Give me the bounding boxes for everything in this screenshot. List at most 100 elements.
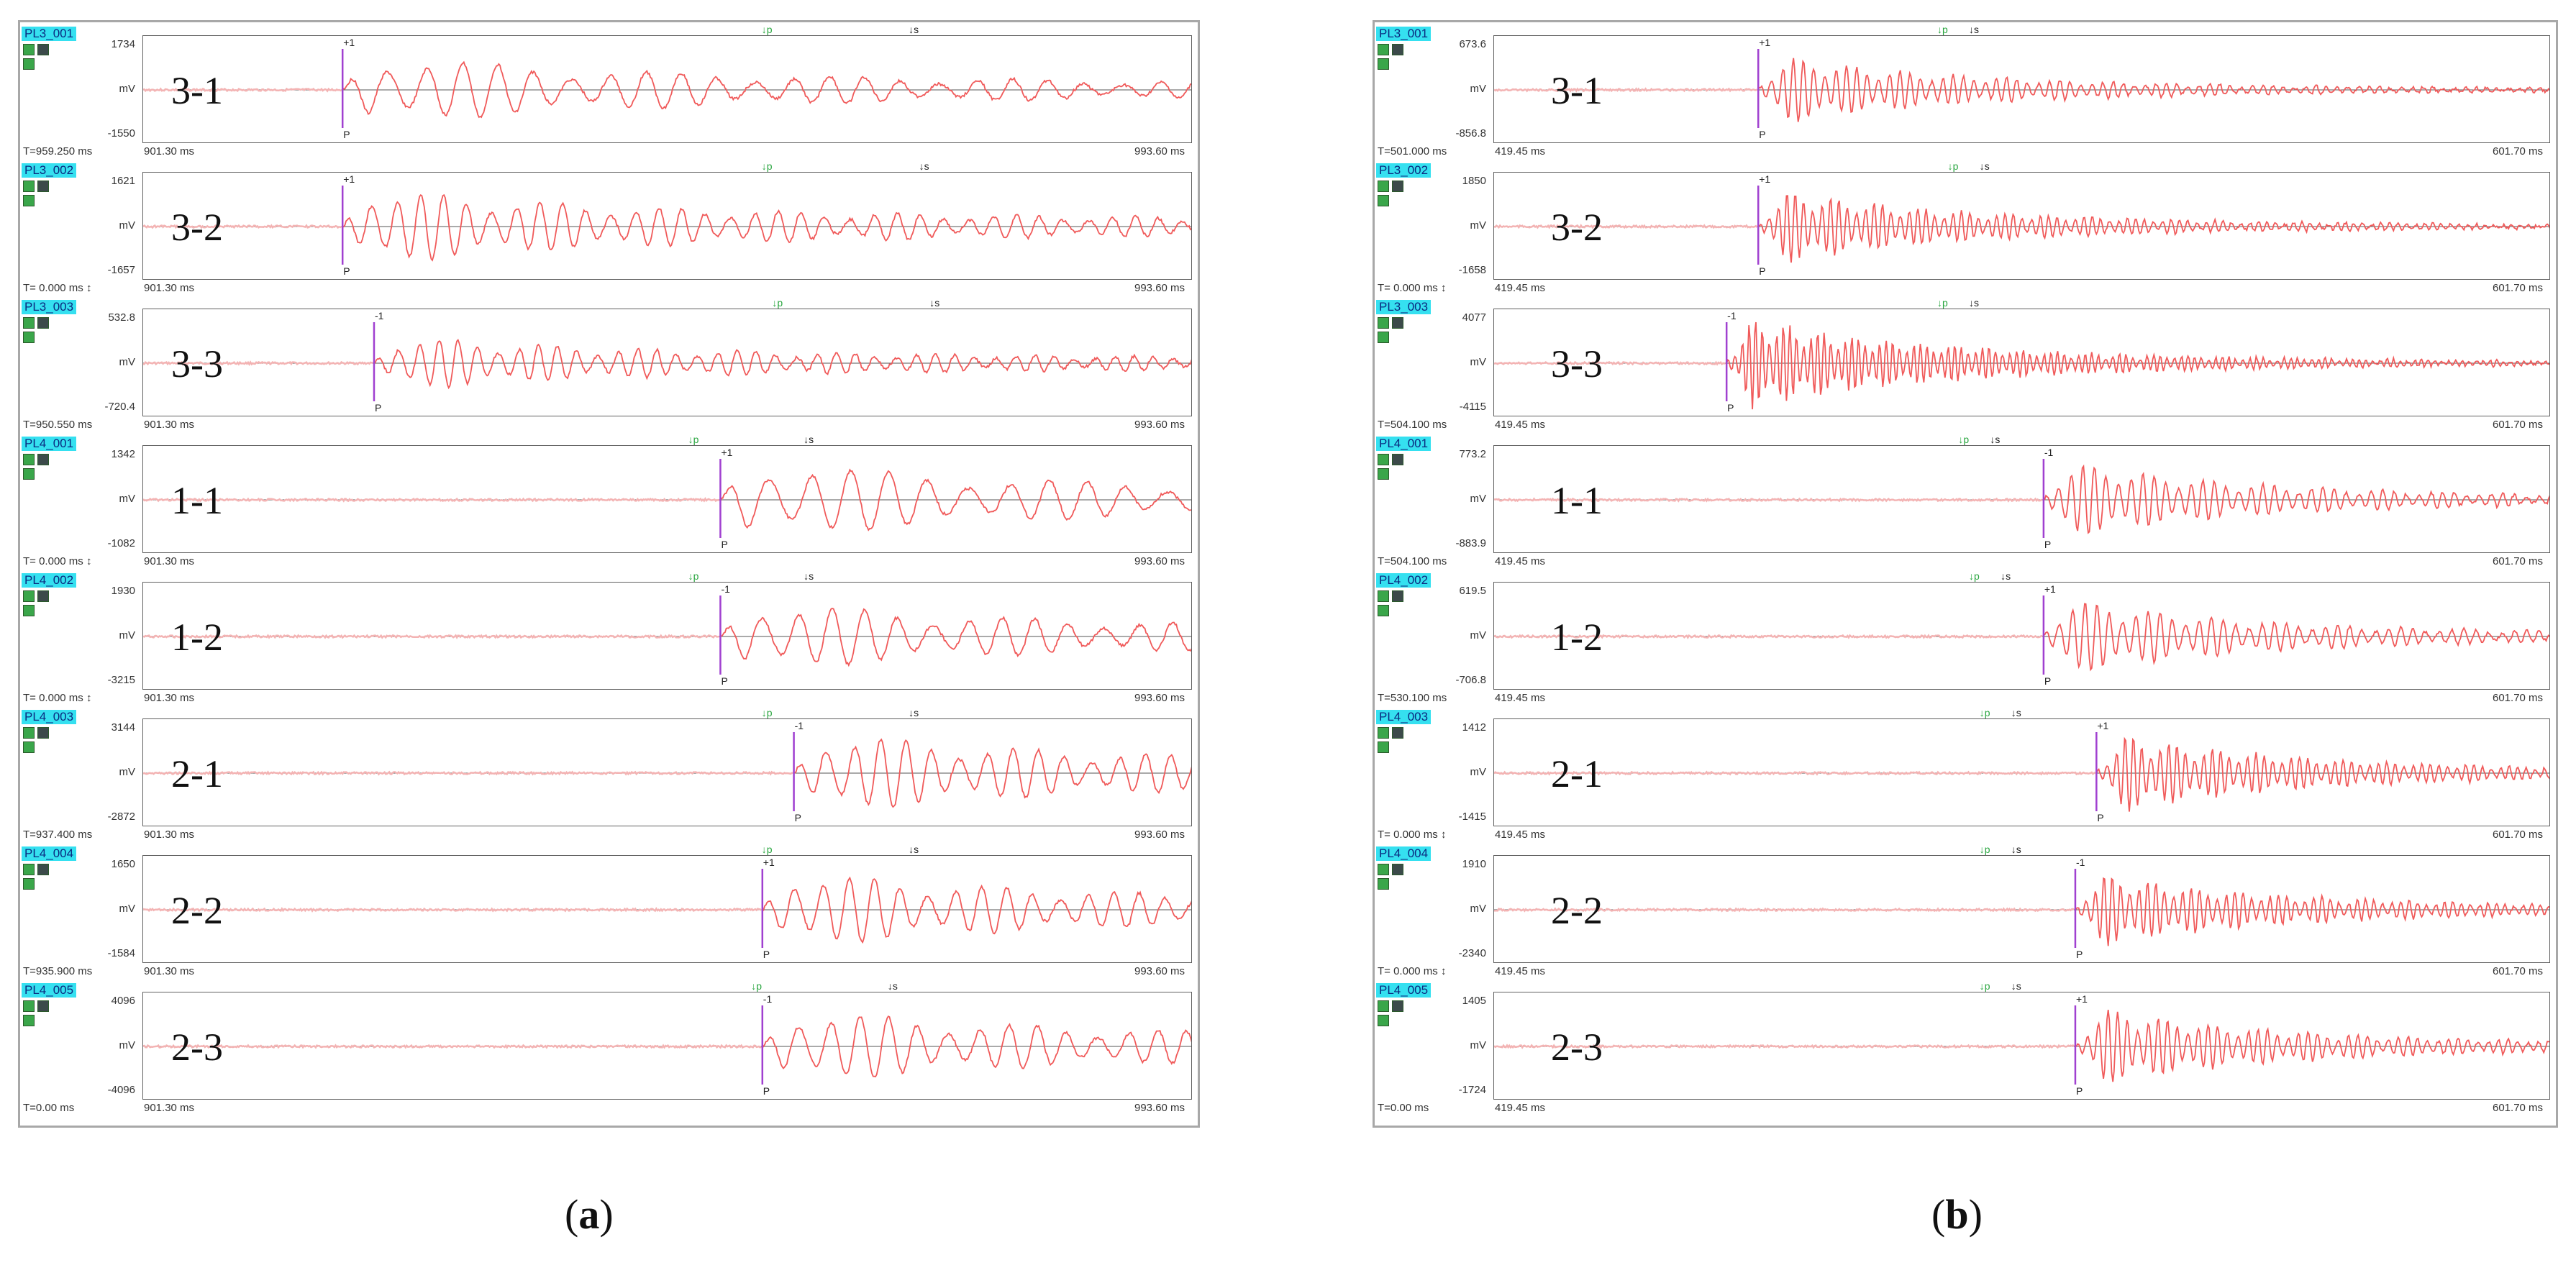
channel-id-tag[interactable]: PL4_003 [1376,710,1432,724]
channel-filter-icon[interactable] [1378,195,1389,206]
s-arrival-arrow[interactable]: ↓s [1969,24,1980,35]
channel-filter-icon[interactable] [23,605,35,616]
channel-id-tag[interactable]: PL3_003 [1376,300,1432,314]
channel-filter-icon[interactable] [23,332,35,343]
s-arrival-arrow[interactable]: ↓s [2011,844,2021,855]
channel-id-tag[interactable]: PL4_004 [1376,846,1432,861]
p-arrival-arrow[interactable]: ↓p [761,844,773,855]
p-arrival-arrow[interactable]: ↓p [1969,570,1980,582]
channel-settings-icon[interactable] [1378,727,1389,739]
s-arrival-arrow[interactable]: ↓s [909,844,919,855]
waveform-plot[interactable] [142,309,1192,416]
channel-scale-icon[interactable] [37,454,49,465]
s-arrival-arrow[interactable]: ↓s [909,24,919,35]
channel-filter-icon[interactable] [1378,741,1389,753]
channel-settings-icon[interactable] [1378,44,1389,55]
channel-settings-icon[interactable] [23,1000,35,1012]
s-arrival-arrow[interactable]: ↓s [2001,570,2011,582]
channel-settings-icon[interactable] [1378,181,1389,192]
channel-filter-icon[interactable] [1378,1015,1389,1026]
waveform-plot[interactable] [142,992,1192,1100]
s-arrival-arrow[interactable]: ↓s [1969,297,1980,309]
s-arrival-arrow[interactable]: ↓s [1990,434,2001,445]
s-arrival-arrow[interactable]: ↓s [887,980,898,992]
waveform-plot[interactable] [142,718,1192,826]
channel-scale-icon[interactable] [1392,590,1403,602]
channel-scale-icon[interactable] [1392,317,1403,329]
waveform-plot[interactable] [1493,309,2550,416]
channel-filter-icon[interactable] [1378,878,1389,890]
s-arrival-arrow[interactable]: ↓s [929,297,940,309]
s-arrival-arrow[interactable]: ↓s [2011,707,2021,718]
channel-id-tag[interactable]: PL3_002 [22,163,77,178]
channel-id-tag[interactable]: PL4_001 [22,437,77,451]
channel-settings-icon[interactable] [23,590,35,602]
p-arrival-arrow[interactable]: ↓p [1979,707,1990,718]
channel-settings-icon[interactable] [1378,864,1389,875]
channel-settings-icon[interactable] [23,454,35,465]
p-arrival-arrow[interactable]: ↓p [688,434,699,445]
channel-filter-icon[interactable] [23,468,35,480]
channel-filter-icon[interactable] [1378,58,1389,70]
channel-settings-icon[interactable] [1378,590,1389,602]
p-arrival-arrow[interactable]: ↓p [772,297,783,309]
p-arrival-arrow[interactable]: ↓p [1979,980,1990,992]
p-arrival-arrow[interactable]: ↓p [751,980,763,992]
channel-filter-icon[interactable] [23,878,35,890]
channel-scale-icon[interactable] [1392,864,1403,875]
waveform-plot[interactable] [142,582,1192,690]
channel-id-tag[interactable]: PL4_002 [1376,573,1432,588]
p-arrival-arrow[interactable]: ↓p [1979,844,1990,855]
channel-id-tag[interactable]: PL3_003 [22,300,77,314]
channel-filter-icon[interactable] [1378,468,1389,480]
waveform-plot[interactable] [142,855,1192,963]
channel-id-tag[interactable]: PL3_001 [22,27,77,41]
channel-scale-icon[interactable] [1392,727,1403,739]
channel-id-tag[interactable]: PL4_004 [22,846,77,861]
p-arrival-arrow[interactable]: ↓p [761,160,773,172]
waveform-plot[interactable] [1493,992,2550,1100]
channel-filter-icon[interactable] [23,1015,35,1026]
waveform-plot[interactable] [142,445,1192,553]
s-arrival-arrow[interactable]: ↓s [2011,980,2021,992]
waveform-plot[interactable] [1493,35,2550,143]
channel-id-tag[interactable]: PL3_002 [1376,163,1432,178]
s-arrival-arrow[interactable]: ↓s [919,160,929,172]
channel-settings-icon[interactable] [23,44,35,55]
channel-scale-icon[interactable] [37,1000,49,1012]
p-arrival-arrow[interactable]: ↓p [1936,297,1948,309]
channel-scale-icon[interactable] [37,181,49,192]
channel-settings-icon[interactable] [23,864,35,875]
p-arrival-arrow[interactable]: ↓p [688,570,699,582]
channel-scale-icon[interactable] [1392,454,1403,465]
channel-filter-icon[interactable] [1378,332,1389,343]
waveform-plot[interactable] [142,172,1192,280]
channel-filter-icon[interactable] [23,195,35,206]
channel-settings-icon[interactable] [23,727,35,739]
waveform-plot[interactable] [1493,445,2550,553]
s-arrival-arrow[interactable]: ↓s [1979,160,1990,172]
channel-filter-icon[interactable] [1378,605,1389,616]
waveform-plot[interactable] [1493,718,2550,826]
p-arrival-arrow[interactable]: ↓p [1947,160,1959,172]
waveform-plot[interactable] [1493,582,2550,690]
p-arrival-arrow[interactable]: ↓p [761,707,773,718]
s-arrival-arrow[interactable]: ↓s [804,570,814,582]
s-arrival-arrow[interactable]: ↓s [909,707,919,718]
s-arrival-arrow[interactable]: ↓s [804,434,814,445]
channel-settings-icon[interactable] [23,317,35,329]
channel-settings-icon[interactable] [23,181,35,192]
channel-id-tag[interactable]: PL4_002 [22,573,77,588]
channel-scale-icon[interactable] [1392,1000,1403,1012]
channel-settings-icon[interactable] [1378,1000,1389,1012]
p-arrival-arrow[interactable]: ↓p [1958,434,1970,445]
channel-scale-icon[interactable] [37,317,49,329]
channel-id-tag[interactable]: PL4_003 [22,710,77,724]
channel-scale-icon[interactable] [37,44,49,55]
waveform-plot[interactable] [1493,855,2550,963]
p-arrival-arrow[interactable]: ↓p [761,24,773,35]
p-arrival-arrow[interactable]: ↓p [1936,24,1948,35]
channel-settings-icon[interactable] [1378,317,1389,329]
channel-scale-icon[interactable] [37,590,49,602]
channel-id-tag[interactable]: PL4_001 [1376,437,1432,451]
